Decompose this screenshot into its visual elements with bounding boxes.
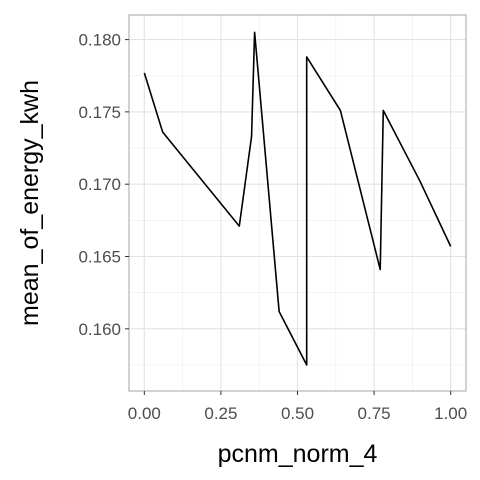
series-line (143, 31, 452, 366)
x-axis-ticks: 0.00 0.25 0.50 0.75 1.00 (128, 391, 467, 423)
y-tick-label: 0.175 (78, 103, 121, 122)
x-axis-title: pcnm_norm_4 (218, 440, 378, 468)
y-tick-label: 0.180 (78, 31, 121, 50)
y-tick-label: 0.170 (78, 175, 121, 194)
x-tick-label: 1.00 (434, 404, 467, 423)
x-tick-label: 0.50 (281, 404, 314, 423)
y-axis-ticks: 0.160 0.165 0.170 0.175 0.180 (78, 31, 129, 339)
y-tick-label: 0.165 (78, 248, 121, 267)
y-tick-label: 0.160 (78, 320, 121, 339)
y-axis-title: mean_of_energy_kwh (16, 80, 44, 326)
series-layer (143, 31, 452, 366)
x-tick-label: 0.00 (128, 404, 161, 423)
major-gridlines (129, 15, 466, 391)
x-tick-label: 0.25 (204, 404, 237, 423)
x-tick-label: 0.75 (358, 404, 391, 423)
